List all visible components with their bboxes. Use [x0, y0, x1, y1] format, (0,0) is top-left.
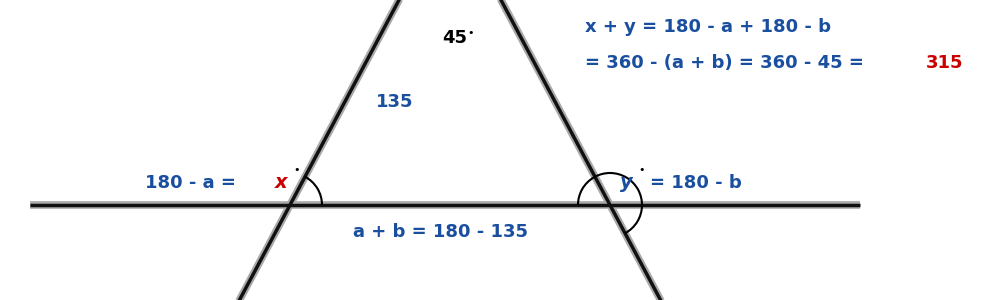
Text: y: y: [620, 173, 633, 193]
Text: •: •: [293, 165, 300, 175]
Text: x + y = 180 - a + 180 - b: x + y = 180 - a + 180 - b: [585, 18, 831, 36]
Text: 180 - a =: 180 - a =: [145, 174, 242, 192]
Text: = 360 - (a + b) = 360 - 45 =: = 360 - (a + b) = 360 - 45 =: [585, 54, 870, 72]
Text: 135: 135: [376, 93, 413, 111]
Text: 315: 315: [926, 54, 964, 72]
Text: •: •: [638, 165, 644, 175]
Text: x: x: [275, 173, 288, 193]
Text: = 180 - b: = 180 - b: [650, 174, 742, 192]
Text: 45: 45: [442, 29, 467, 47]
Text: a + b = 180 - 135: a + b = 180 - 135: [353, 223, 528, 241]
Text: •: •: [467, 28, 474, 38]
